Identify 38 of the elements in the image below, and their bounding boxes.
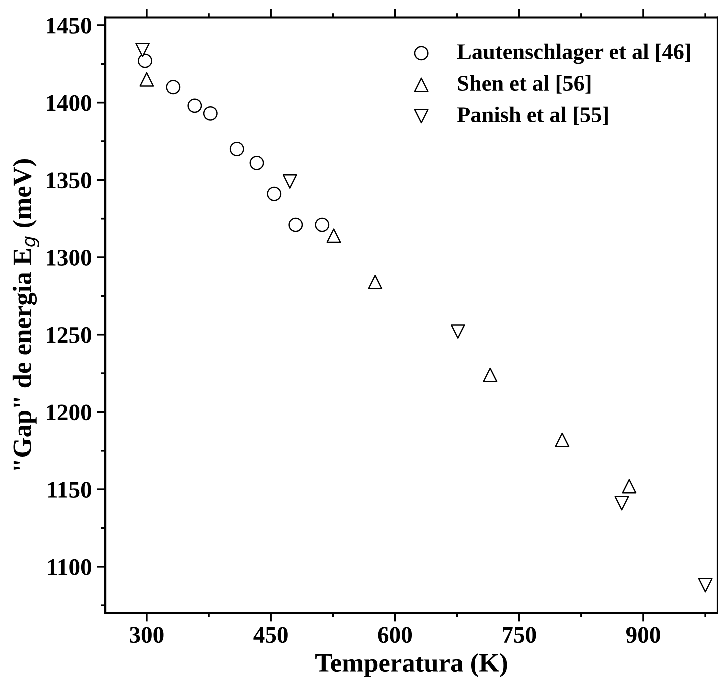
- x-tick-label: 450: [254, 627, 288, 644]
- y-tick-label: 1100: [48, 559, 92, 576]
- y-tick-label: 1200: [47, 404, 92, 421]
- point: [203, 106, 218, 121]
- y-tick-label: 1350: [47, 172, 92, 189]
- point: [315, 218, 330, 232]
- point: [136, 43, 150, 58]
- point: [368, 275, 383, 290]
- x-tick-label: 900: [626, 627, 660, 644]
- legend-label: Lautenschlager et al [46]: [457, 44, 690, 64]
- point: [483, 368, 498, 382]
- point: [326, 228, 342, 244]
- point: [622, 479, 637, 494]
- x-tick-label: 300: [130, 627, 164, 644]
- point: [450, 324, 466, 339]
- point: [230, 142, 244, 156]
- point: [138, 54, 152, 68]
- point: [555, 432, 570, 448]
- point: [288, 218, 304, 232]
- x-axis-title: Temperatura (K): [316, 653, 508, 678]
- x-tick-label: 750: [503, 627, 536, 644]
- point: [188, 98, 202, 114]
- y-tick-label: 1250: [47, 327, 92, 344]
- y-tick-label: 1150: [48, 482, 92, 498]
- y-axis-title: "Gap" de energia E$_{g}$ (meV): [12, 159, 40, 470]
- y-tick-label: 1300: [47, 250, 92, 266]
- point: [698, 578, 713, 593]
- legend-label: Shen et al [56]: [458, 75, 591, 94]
- x-tick-label: 600: [378, 627, 412, 644]
- y-tick-label: 1450: [47, 18, 92, 34]
- point: [282, 174, 298, 189]
- point: [166, 80, 181, 95]
- point: [140, 72, 154, 87]
- point: [267, 186, 282, 202]
- point: [614, 496, 630, 511]
- point: [250, 156, 264, 170]
- legend-label: Panish et al [55]: [457, 106, 608, 126]
- y-tick-label: 1400: [47, 95, 92, 112]
